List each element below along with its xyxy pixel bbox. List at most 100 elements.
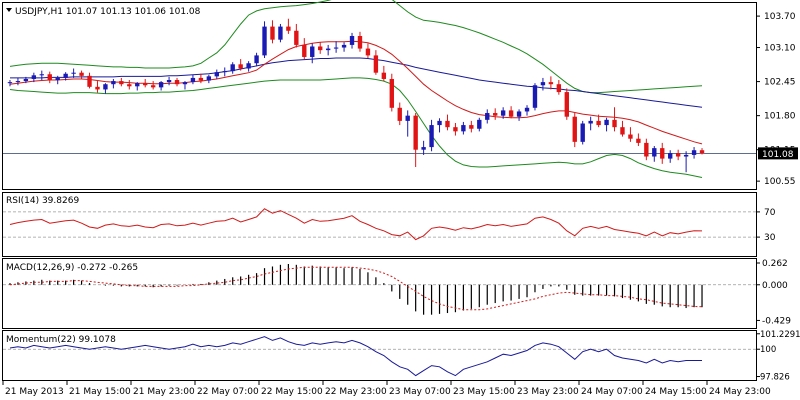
candle-body — [31, 75, 37, 79]
candle-body — [198, 77, 204, 81]
candle-body — [612, 119, 617, 128]
candle-body — [262, 26, 267, 56]
candle-body — [254, 55, 259, 64]
rsi-axis-label: 70 — [764, 208, 776, 218]
time-axis-label: 24 May 07:00 — [581, 387, 643, 397]
candle-body — [691, 150, 697, 155]
momentum-axis-label: 101.2291 — [760, 330, 800, 340]
candle-body — [246, 63, 251, 69]
candle-body — [158, 82, 164, 88]
candle-body — [413, 115, 418, 150]
candle-body — [389, 78, 394, 108]
candle-body — [485, 113, 490, 120]
candle-body — [341, 44, 347, 48]
macd-axis-label: 0.262 — [762, 259, 788, 269]
time-axis-label: 22 May 15:00 — [261, 387, 323, 397]
candle-body — [699, 150, 705, 154]
candle-body — [318, 46, 323, 51]
candle-body — [453, 127, 458, 132]
candle-body — [524, 107, 530, 112]
candle-body — [683, 154, 689, 157]
candle-body — [397, 107, 402, 121]
candle-body — [493, 113, 498, 116]
candle-body — [596, 120, 601, 126]
candle-body — [660, 148, 665, 159]
candle-body — [461, 125, 466, 132]
candle-body — [79, 72, 84, 76]
time-axis-label: 21 May 23:00 — [133, 387, 195, 397]
macd-axis-label: 0.000 — [762, 281, 788, 291]
candle-body — [652, 148, 657, 157]
candle-body — [532, 85, 538, 108]
candle-body — [87, 75, 92, 87]
price-panel-frame — [2, 2, 757, 190]
candle-body — [564, 92, 569, 117]
price-axis-label: 103.70 — [764, 12, 796, 22]
candle-body — [675, 153, 681, 157]
candle-body — [588, 120, 593, 124]
candle-body — [333, 47, 339, 49]
candle-body — [437, 120, 442, 126]
time-axis-label: 23 May 23:00 — [517, 387, 579, 397]
candle-body — [548, 82, 554, 85]
candle-body — [349, 36, 355, 45]
time-axis-label: 24 May 15:00 — [645, 387, 707, 397]
candle-body — [556, 84, 562, 93]
candle-body — [47, 74, 52, 81]
price-axis-label: 103.10 — [764, 44, 796, 54]
candle-body — [55, 77, 60, 81]
macd-signal-line — [9, 266, 703, 311]
candle-body — [365, 48, 371, 56]
candle-body — [278, 26, 283, 40]
candle-body — [95, 86, 100, 90]
candle-body — [421, 147, 426, 150]
candle-body — [206, 76, 212, 81]
candle-body — [150, 85, 156, 88]
candle-body — [500, 110, 506, 116]
momentum-panel: 101.2291 100 97.826 — [3, 330, 800, 383]
price-axis-label: 100.55 — [764, 177, 796, 187]
candle-body — [325, 48, 331, 51]
momentum-axis-label: 100 — [760, 345, 776, 355]
candle-body — [119, 81, 124, 85]
candle-body — [7, 82, 13, 84]
price-panel: 103.70103.10102.45101.80101.15100.55101.… — [3, 0, 798, 187]
lower-band-line — [9, 77, 703, 178]
time-axis-label: 24 May 23:00 — [709, 387, 771, 397]
macd-panel-title: MACD(12,26,9) -0.272 -0.265 — [6, 263, 138, 273]
candle-body — [508, 110, 514, 117]
symbol-dropdown-icon[interactable] — [6, 8, 12, 12]
candle-body — [103, 84, 108, 90]
price-axis-label: 101.80 — [764, 112, 796, 122]
candle-body — [182, 82, 188, 85]
candle-body — [373, 55, 379, 73]
time-axis-label: 21 May 2013 — [5, 387, 64, 397]
rsi-line — [9, 208, 703, 241]
price-panel-title: USDJPY,H1 101.07 101.13 101.06 101.08 — [15, 7, 201, 17]
candle-body — [357, 36, 363, 49]
macd-panel: 0.262 0.000 -0.429 — [3, 259, 791, 326]
fast-ma-line — [9, 40, 703, 145]
candle-body — [63, 73, 68, 78]
candle-body — [572, 116, 577, 142]
macd-axis-label: -0.429 — [762, 316, 791, 326]
candle-body — [222, 71, 227, 73]
rsi-axis-label: 30 — [764, 233, 776, 243]
time-axis-label: 22 May 23:00 — [325, 387, 387, 397]
candle-body — [445, 120, 450, 128]
time-axis-label: 22 May 07:00 — [197, 387, 259, 397]
candle-body — [127, 84, 132, 87]
candle-body — [238, 64, 243, 69]
candle-body — [540, 82, 546, 86]
candle-body — [15, 81, 21, 83]
rsi-panel: 70 30 — [3, 208, 776, 243]
time-axis-label: 21 May 15:00 — [69, 387, 131, 397]
time-axis-label: 23 May 15:00 — [453, 387, 515, 397]
candle-body — [310, 46, 315, 57]
candle-body — [668, 153, 673, 159]
candle-body — [644, 142, 649, 157]
candle-body — [405, 115, 410, 121]
candle-body — [23, 78, 29, 82]
candle-body — [143, 83, 148, 86]
